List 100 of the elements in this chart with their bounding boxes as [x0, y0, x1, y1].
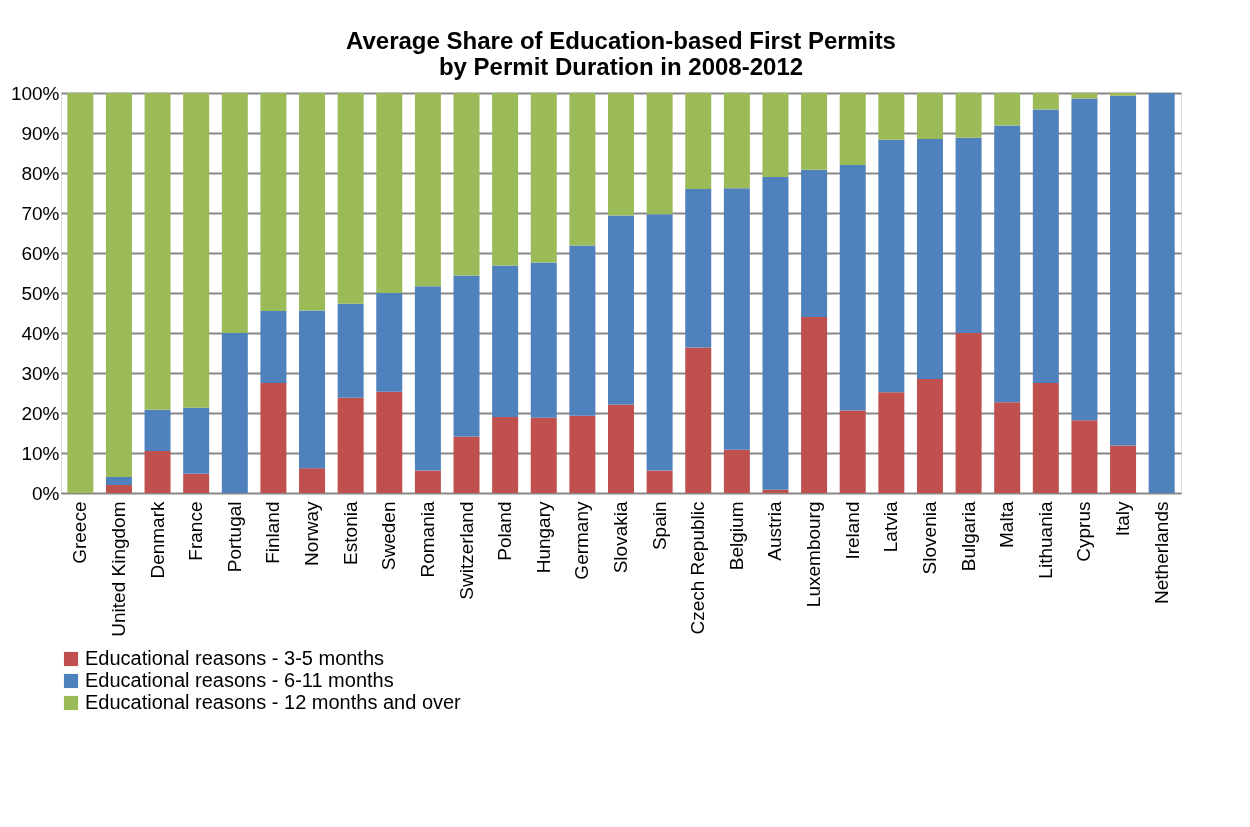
- bar: [1110, 95, 1137, 446]
- bar: [105, 485, 132, 493]
- y-tick-label: 10%: [21, 442, 60, 464]
- bar: [67, 93, 94, 493]
- bar: [376, 391, 403, 493]
- bar: [453, 93, 480, 276]
- bar: [646, 214, 673, 471]
- bar: [955, 93, 982, 138]
- bar: [492, 93, 519, 266]
- x-tick-label: France: [185, 501, 207, 561]
- bar: [608, 215, 634, 405]
- bar: [608, 93, 634, 216]
- bar: [299, 468, 326, 493]
- x-tick-label: Spain: [648, 501, 670, 551]
- legend-label: Educational reasons - 12 months and over: [85, 691, 462, 713]
- bar: [1071, 93, 1098, 99]
- y-tick-label: 40%: [21, 322, 60, 344]
- x-tick-label: Denmark: [146, 501, 168, 579]
- bar: [105, 93, 132, 477]
- bar: [221, 333, 248, 493]
- bar: [646, 470, 673, 493]
- bar: [801, 169, 828, 317]
- x-tick-label: Netherlands: [1150, 501, 1172, 604]
- bar: [916, 93, 943, 139]
- x-tick-label: Cyprus: [1073, 501, 1095, 562]
- y-tick-label: 80%: [21, 162, 60, 184]
- bar: [337, 303, 364, 398]
- x-tick-label: Slovenia: [918, 501, 940, 575]
- bar: [1032, 383, 1059, 493]
- x-tick-label: Norway: [301, 501, 323, 566]
- bar: [762, 489, 789, 493]
- bar: [260, 93, 287, 311]
- bar: [453, 436, 480, 493]
- x-tick-label: Austria: [764, 501, 786, 561]
- bar: [723, 188, 750, 450]
- x-tick-label: Estonia: [339, 501, 361, 565]
- x-tick-label: Switzerland: [455, 501, 477, 600]
- bar: [839, 93, 866, 165]
- bar: [144, 409, 171, 451]
- bar: [685, 93, 712, 189]
- bar: [878, 139, 905, 393]
- x-tick-label: Lithuania: [1034, 501, 1056, 579]
- legend-label: Educational reasons - 6-11 months: [85, 669, 394, 691]
- bar: [183, 473, 210, 493]
- bar: [1032, 109, 1059, 383]
- x-tick-label: Ireland: [841, 501, 863, 560]
- bar: [685, 189, 712, 348]
- y-tick-label: 50%: [21, 282, 60, 304]
- bar: [608, 404, 634, 493]
- y-tick-label: 60%: [21, 242, 60, 264]
- bar: [955, 137, 982, 333]
- bar: [260, 383, 287, 493]
- x-tick-label: Belgium: [725, 501, 747, 571]
- x-tick-label: United Kingdom: [107, 501, 129, 637]
- bar: [492, 265, 519, 417]
- x-tick-label: Hungary: [532, 501, 554, 574]
- bar: [105, 477, 132, 485]
- x-tick-label: Finland: [262, 501, 284, 564]
- bar: [723, 93, 750, 189]
- bar: [839, 410, 866, 493]
- bar: [337, 397, 364, 493]
- x-tick-label: Poland: [494, 501, 516, 561]
- bar: [337, 93, 364, 304]
- bar: [839, 165, 866, 411]
- bar: [299, 93, 326, 311]
- bar: [530, 262, 557, 418]
- bar: [994, 93, 1021, 126]
- bar: [1148, 93, 1175, 493]
- x-tick-label: Romania: [416, 501, 438, 578]
- bar: [994, 125, 1021, 403]
- x-tick-label: Italy: [1112, 501, 1134, 537]
- bar: [530, 417, 557, 493]
- bar: [955, 333, 982, 493]
- x-tick-label: Malta: [996, 501, 1018, 548]
- y-tick-label: 70%: [21, 202, 60, 224]
- bar: [183, 407, 210, 474]
- x-tick-label: Slovakia: [610, 501, 631, 574]
- bar: [221, 93, 248, 333]
- bar: [453, 275, 480, 437]
- bar: [916, 139, 943, 379]
- bar: [801, 317, 828, 493]
- bar: [1032, 93, 1059, 110]
- bar: [376, 293, 403, 392]
- bar: [762, 177, 789, 490]
- bar: [916, 379, 943, 493]
- bar: [569, 415, 596, 493]
- bar: [530, 93, 557, 263]
- bar: [994, 402, 1021, 493]
- bar: [376, 93, 403, 293]
- x-tick-label: Greece: [69, 501, 91, 564]
- x-tick-label: Sweden: [378, 501, 400, 571]
- y-tick-label: 100%: [10, 82, 60, 104]
- bar: [1110, 445, 1137, 493]
- x-tick-label: Luxembourg: [803, 501, 825, 608]
- x-tick-label: Germany: [571, 501, 593, 580]
- x-tick-label: Latvia: [880, 501, 902, 553]
- bar: [414, 470, 441, 493]
- bar: [492, 417, 519, 493]
- bar: [144, 93, 171, 410]
- x-tick-label: Bulgaria: [957, 501, 979, 572]
